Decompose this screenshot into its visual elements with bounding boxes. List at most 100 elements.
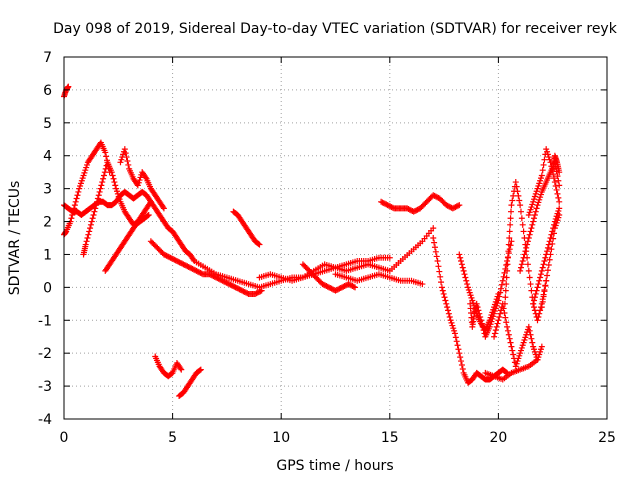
data-point xyxy=(72,198,79,205)
data-point xyxy=(539,264,546,271)
data-point xyxy=(241,288,248,295)
data-point xyxy=(444,304,451,311)
data-point xyxy=(213,274,220,281)
data-point xyxy=(555,214,562,221)
data-point xyxy=(458,358,465,365)
data-point xyxy=(539,167,546,174)
data-point xyxy=(337,285,344,292)
y-tick-label: -3 xyxy=(38,379,52,395)
data-point xyxy=(522,334,529,341)
data-point xyxy=(102,149,109,156)
data-point xyxy=(504,323,511,330)
data-point xyxy=(194,268,201,275)
data-point xyxy=(408,207,415,214)
data-point xyxy=(550,235,557,242)
series-s21 xyxy=(525,146,563,218)
data-point xyxy=(220,278,227,285)
data-point xyxy=(453,338,460,345)
data-point xyxy=(457,254,464,261)
data-point xyxy=(534,317,541,324)
data-point xyxy=(378,198,385,205)
data-point xyxy=(504,261,511,268)
data-point xyxy=(70,205,77,212)
data-point xyxy=(491,310,498,317)
data-point xyxy=(524,238,531,245)
data-point xyxy=(509,347,516,354)
data-point xyxy=(460,267,467,274)
data-point xyxy=(544,248,551,255)
data-point xyxy=(413,207,420,214)
data-point xyxy=(517,347,524,354)
data-point xyxy=(542,283,549,290)
data-point xyxy=(556,169,563,176)
data-point xyxy=(314,275,321,282)
data-point xyxy=(253,290,260,297)
data-point xyxy=(237,286,244,293)
data-point xyxy=(166,254,173,261)
data-point xyxy=(310,271,317,278)
data-point xyxy=(503,261,510,268)
gridlines xyxy=(64,57,607,419)
data-point xyxy=(540,161,547,168)
data-point xyxy=(530,300,537,307)
data-point xyxy=(540,293,547,300)
data-point xyxy=(327,285,334,292)
data-point xyxy=(513,360,520,367)
data-point xyxy=(99,179,106,186)
data-point xyxy=(517,208,524,215)
data-point xyxy=(426,196,433,203)
data-point xyxy=(447,204,454,211)
data-point xyxy=(536,351,543,358)
y-tick-label: -1 xyxy=(38,313,52,329)
data-point xyxy=(232,284,239,291)
data-point xyxy=(258,287,265,294)
data-point xyxy=(164,253,171,260)
data-point xyxy=(526,327,533,334)
data-point xyxy=(492,305,499,312)
data-point xyxy=(548,246,555,253)
data-point xyxy=(183,262,190,269)
data-point xyxy=(176,259,183,266)
data-point xyxy=(507,339,514,346)
data-point xyxy=(447,317,454,324)
data-point xyxy=(303,265,310,272)
data-point xyxy=(518,261,525,268)
data-point xyxy=(215,275,222,282)
data-point xyxy=(531,196,538,203)
data-point xyxy=(454,342,461,349)
data-point xyxy=(163,252,170,259)
data-point xyxy=(113,188,120,195)
data-point xyxy=(515,355,522,362)
data-point xyxy=(430,192,437,199)
data-point xyxy=(531,346,538,353)
data-point xyxy=(145,211,152,218)
data-point xyxy=(505,241,512,248)
data-point xyxy=(228,282,235,289)
data-point xyxy=(533,205,540,212)
data-point xyxy=(434,194,441,201)
data-point xyxy=(79,175,86,182)
data-point xyxy=(530,218,537,225)
data-point xyxy=(386,254,393,261)
data-point xyxy=(527,228,534,235)
data-point xyxy=(534,185,541,192)
data-point xyxy=(491,330,498,337)
data-point xyxy=(552,183,559,190)
data-point xyxy=(404,205,411,212)
data-point xyxy=(431,244,438,251)
data-point xyxy=(459,264,466,271)
data-point xyxy=(80,172,87,179)
data-point xyxy=(190,266,197,273)
data-point xyxy=(137,174,144,181)
data-point xyxy=(168,255,175,262)
data-point xyxy=(136,177,143,184)
data-point xyxy=(517,267,524,274)
data-point xyxy=(98,182,105,189)
axis-ticks: 0 5 10 15 20 25 -4 -3 -2 -1 0 1 2 3 4 5 6 7 xyxy=(38,50,616,446)
data-point xyxy=(65,83,72,90)
data-point xyxy=(97,185,104,192)
data-point xyxy=(118,156,125,163)
data-point xyxy=(254,289,261,296)
data-point xyxy=(147,238,154,245)
